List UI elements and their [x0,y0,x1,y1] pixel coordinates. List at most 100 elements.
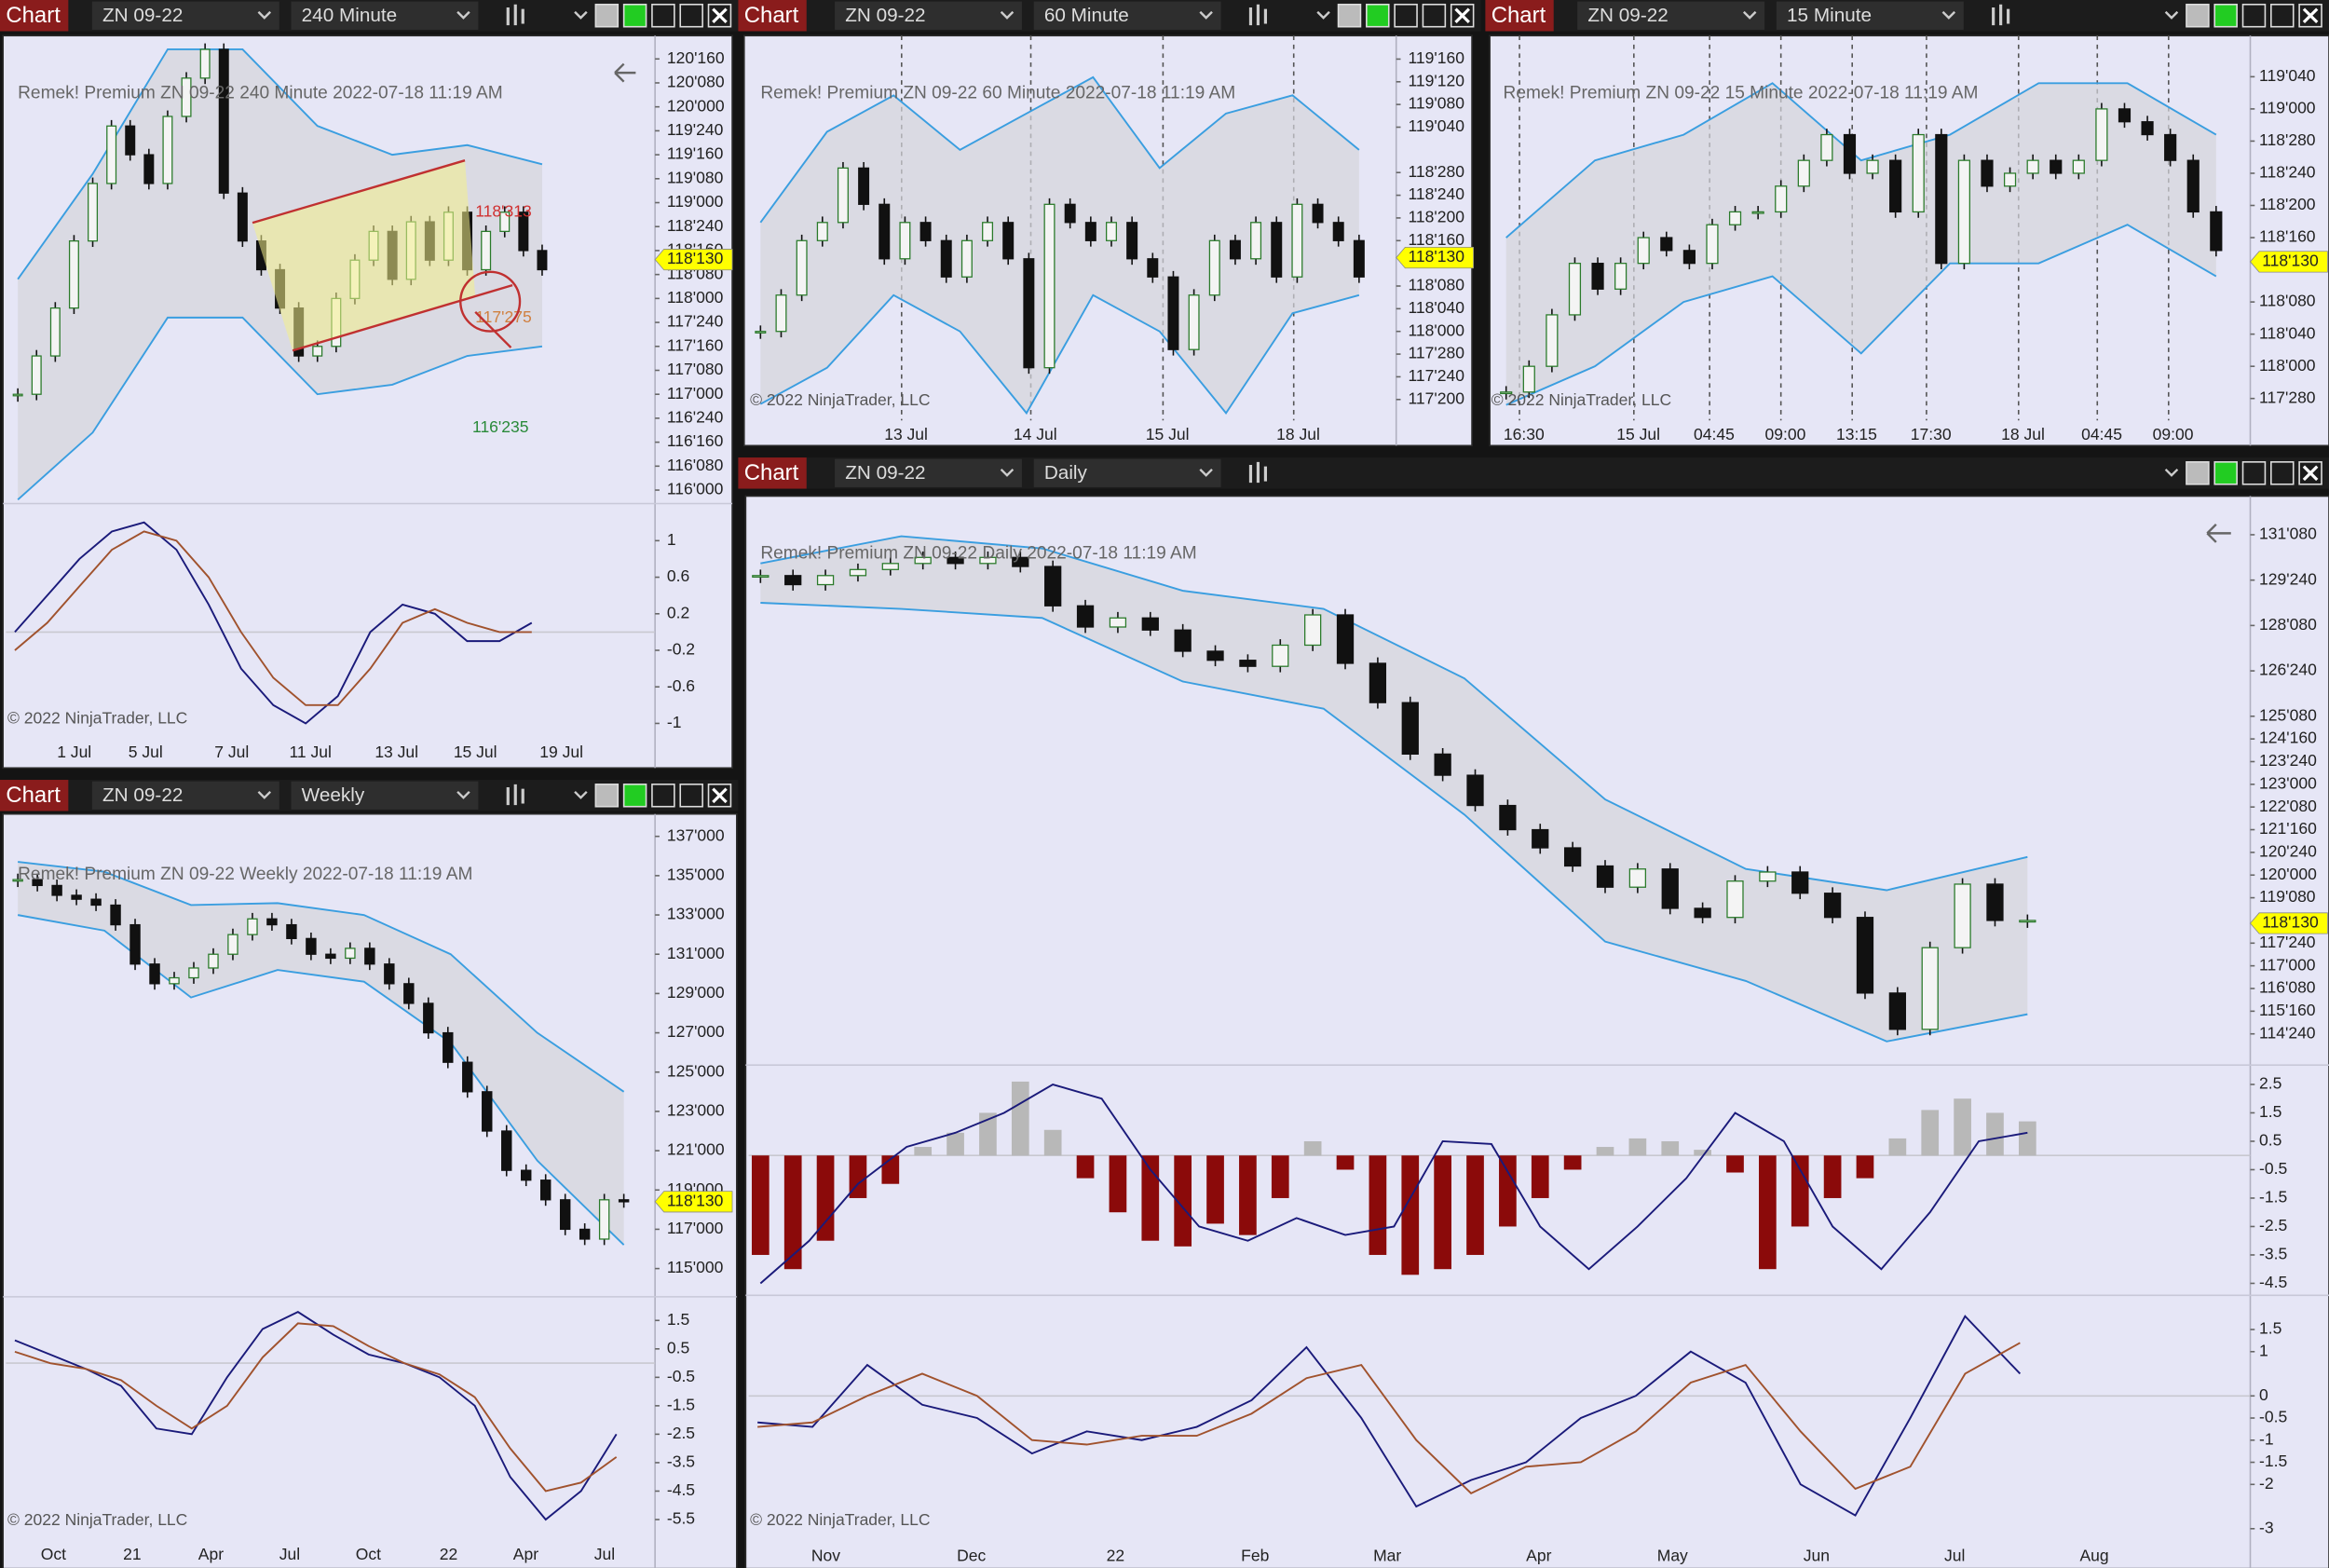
y-tick-label: 123'000 [667,1101,725,1120]
candle [598,1199,610,1240]
window-button[interactable] [651,784,675,808]
color-button[interactable] [1366,3,1390,28]
color-button[interactable] [2213,3,2238,28]
y-tick-label: 120'160 [667,48,725,67]
chart-tab[interactable] [0,0,69,32]
window-button[interactable] [2270,3,2295,28]
window-button[interactable] [1422,3,1447,28]
bars-icon[interactable] [506,784,524,806]
y-tick-label: 119'080 [2259,887,2316,906]
y-tick-label: 119'000 [2259,99,2316,117]
y-tick-label: 0.5 [667,1338,689,1357]
color-button[interactable] [1337,3,1362,28]
instrument-dropdown[interactable] [1577,1,1765,30]
tab-label[interactable]: Chart [6,783,61,808]
instrument-label[interactable]: ZN 09-22 [845,5,925,26]
back-arrow[interactable] [2206,523,2231,543]
candle [1563,847,1582,867]
color-button[interactable] [2186,461,2210,485]
x-tick-label: 18 Jul [1276,425,1320,443]
y-tick-label: 120'240 [2259,842,2317,861]
candle [837,167,849,224]
y-tick-label: 122'080 [2259,797,2317,815]
candle [2118,108,2132,123]
candle [1206,650,1224,661]
y-tick-label: 118'160 [2259,227,2316,246]
tab-label[interactable]: Chart [744,3,799,28]
bars-icon[interactable] [1248,461,1268,484]
candle [1304,614,1322,647]
candle [1499,804,1517,831]
chart-tab[interactable] [738,457,807,489]
y-tick-label: 118'000 [1408,320,1464,339]
interval-dropdown[interactable] [1033,458,1221,487]
interval-dropdown[interactable] [1033,1,1221,30]
candle [755,331,767,334]
window-button[interactable] [2270,461,2295,485]
tab-label[interactable]: Chart [1491,3,1546,28]
bars-icon[interactable] [506,4,524,26]
chart-tab[interactable] [738,0,807,32]
window-button[interactable] [2241,3,2267,28]
y-tick-label: 131'080 [2259,525,2317,543]
instrument-label[interactable]: ZN 09-22 [1587,5,1668,26]
window-button[interactable] [651,3,675,28]
instrument-dropdown[interactable] [91,781,279,810]
window-button[interactable] [2241,461,2267,485]
y-tick-label: 118'280 [2259,130,2316,149]
interval-label[interactable]: 240 Minute [302,5,398,26]
back-arrow[interactable] [614,62,636,83]
candle [521,1169,532,1181]
instrument-dropdown[interactable] [91,1,279,30]
color-button[interactable] [2213,461,2238,485]
band-fill [18,862,624,1246]
interval-dropdown[interactable] [291,1,479,30]
color-button[interactable] [594,3,620,28]
histogram-bar [1499,1155,1517,1227]
dropdown-chevron [2164,10,2179,20]
instrument-label[interactable]: ZN 09-22 [845,462,925,484]
candle [784,575,802,586]
color-button[interactable] [2186,3,2210,28]
candle [1889,159,1902,213]
dropdown-chevron [257,10,272,20]
color-button[interactable] [594,784,620,808]
window-button[interactable] [679,784,703,808]
candle [481,230,492,271]
color-button[interactable] [622,3,647,28]
instrument-dropdown[interactable] [835,458,1022,487]
instrument-label[interactable]: ZN 09-22 [102,784,183,806]
x-tick-label: 15 Jul [454,743,497,761]
bars-icon[interactable] [1992,4,2010,26]
tab-label[interactable]: Chart [744,460,799,485]
interval-dropdown[interactable] [1776,1,1964,30]
x-tick-label: 13 Jul [375,743,418,761]
histogram-bar [1336,1155,1355,1170]
chart-tab[interactable] [1485,0,1554,32]
instrument-dropdown[interactable] [835,1,1022,30]
window-button[interactable] [1394,3,1418,28]
x-tick-label: Jul [279,1545,300,1563]
y-tick-label: 115'000 [667,1258,724,1276]
candle [518,211,529,252]
candle [1791,871,1809,894]
bars-icon[interactable] [1248,4,1268,26]
x-tick-label: Dec [957,1547,986,1565]
interval-label[interactable]: Daily [1044,462,1088,484]
band-lower [17,914,625,1246]
color-button[interactable] [622,784,647,808]
dropdown-chevron [2164,468,2179,477]
chart-tab[interactable] [0,780,69,811]
last-price-label: 118'130 [667,249,724,267]
y-tick-label: 117'240 [1408,366,1464,385]
interval-label[interactable]: 15 Minute [1787,5,1872,26]
interval-label[interactable]: 60 Minute [1044,5,1129,26]
y-tick-label: 135'000 [667,866,725,884]
tab-label[interactable]: Chart [6,3,61,28]
interval-dropdown[interactable] [291,781,479,810]
interval-label[interactable]: Weekly [302,784,365,806]
window-button[interactable] [679,3,703,28]
histogram-bar [1791,1155,1809,1227]
y-tick-label: 0 [2259,1385,2268,1404]
instrument-label[interactable]: ZN 09-22 [102,5,183,26]
